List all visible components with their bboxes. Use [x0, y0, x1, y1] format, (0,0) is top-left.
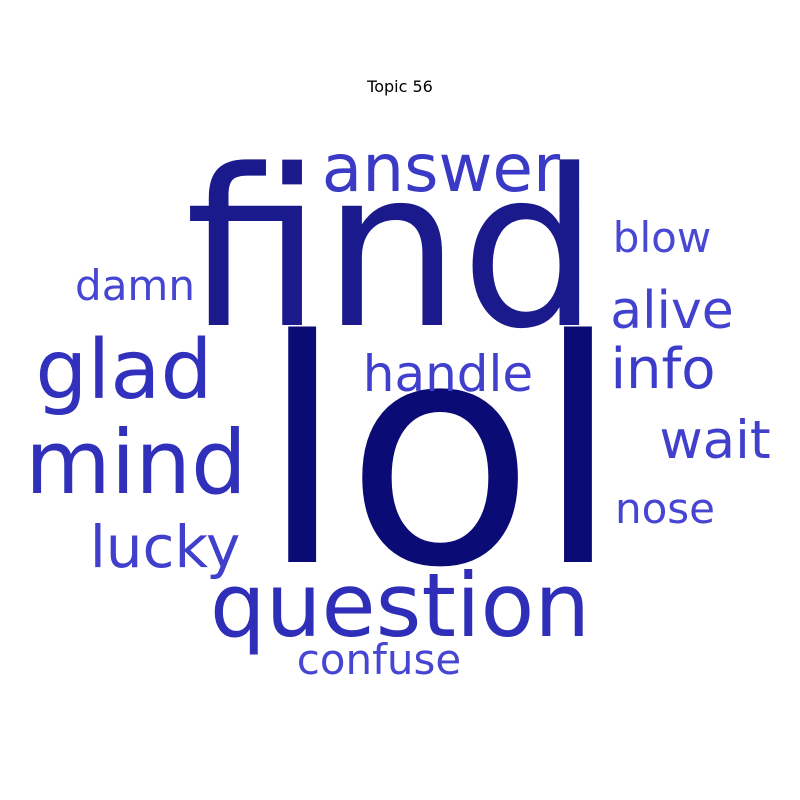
word-nose: nose — [615, 484, 715, 533]
word-question: question — [210, 554, 590, 657]
word-answer: answer — [322, 130, 561, 207]
word-group: lol find question mind glad answer info … — [25, 124, 771, 684]
word-lol: lol — [259, 275, 621, 636]
word-lucky: lucky — [90, 513, 241, 581]
word-mind: mind — [25, 411, 247, 514]
word-find: find — [185, 124, 599, 377]
word-info: info — [610, 337, 715, 402]
word-handle: handle — [363, 345, 533, 403]
word-confuse: confuse — [297, 635, 462, 684]
word-blow: blow — [613, 213, 711, 262]
word-damn: damn — [75, 261, 195, 310]
word-wait: wait — [659, 410, 770, 471]
word-glad: glad — [35, 323, 212, 418]
word-alive: alive — [610, 281, 734, 341]
chart-title: Topic 56 — [366, 77, 433, 96]
